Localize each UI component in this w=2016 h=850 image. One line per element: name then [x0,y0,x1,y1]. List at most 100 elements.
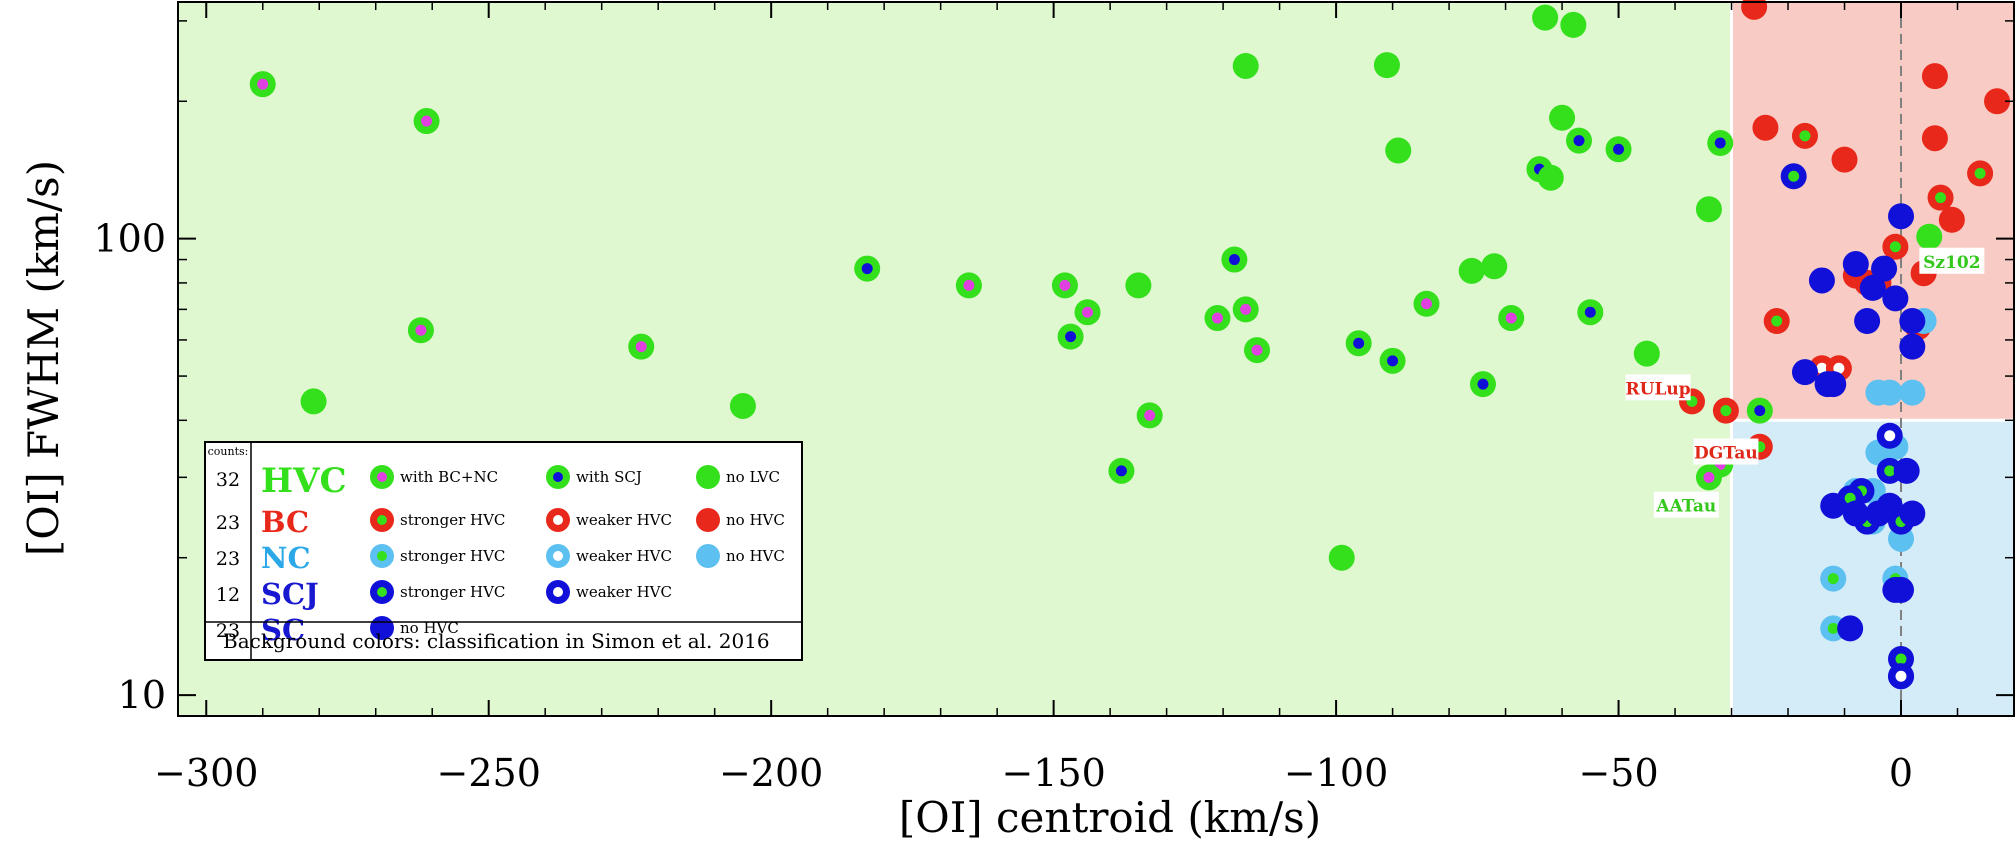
point-sc-no-hvc [1854,308,1881,335]
point-core [1895,670,1907,682]
point-core [421,115,433,127]
point-hvc-no-lvc [1385,137,1412,164]
annotation-rulup: RULup [1625,374,1691,401]
point-sc-no-hvc [1899,333,1926,360]
x-axis-label: [OI] centroid (km/s) [899,793,1321,842]
point-hvc-no-lvc [729,392,756,419]
point-core [963,279,975,291]
point-core [1584,306,1596,318]
point-bc-no-hvc [1984,88,2011,115]
point-core [1505,312,1517,324]
legend-entry: weaker HVC [546,508,672,532]
legend-marker [696,544,720,568]
point-sc-no-hvc [1876,492,1903,519]
legend-count: 32 [216,469,240,491]
legend-marker-core [553,472,563,482]
legend-count: 23 [216,512,240,534]
point-bc-no-hvc [1921,63,1948,90]
point-core [1211,312,1223,324]
legend-marker-core [377,551,387,561]
point-bc-no-hvc [1921,125,1948,152]
point-core [1240,303,1252,315]
point-hvc-no-lvc [300,388,327,415]
legend-entry-label: weaker HVC [576,547,672,565]
y-axis-label: [OI] FWHM (km/s) [19,160,68,556]
annotation-sz102: Sz102 [1919,247,1985,274]
point-core [1251,344,1263,356]
y-tick-label: 10 [118,673,166,717]
point-bc-no-hvc [1752,114,1779,141]
x-tick-label: 0 [1889,751,1913,795]
point-core [861,263,873,275]
legend-count: 23 [216,620,240,642]
point-core [1703,471,1715,483]
point-core [1387,355,1399,367]
point-core [1754,405,1766,417]
point-sc-no-hvc [1842,500,1869,527]
y-tick-label: 100 [93,217,166,261]
point-sc-no-hvc [1859,274,1886,301]
point-nc-no-hvc [1876,379,1903,406]
point-core [1082,306,1094,318]
point-hvc-no-lvc [1458,257,1485,284]
point-core [257,78,269,90]
point-core [1144,409,1156,421]
point-core [1799,130,1811,142]
legend-count: 23 [216,548,240,570]
legend-entry: no HVC [696,544,785,568]
point-core [1884,465,1896,477]
x-tick-label: −200 [719,751,823,795]
point-hvc-no-lvc [1328,544,1355,571]
plot-frame [177,1,2015,717]
legend-entry-label: no HVC [726,547,785,565]
point-hvc-no-lvc [1695,196,1722,223]
point-core [1827,622,1839,634]
series-sc-no-hvc [1791,203,1926,642]
point-core [1714,137,1726,149]
point-core [1115,465,1127,477]
point-core [415,324,427,336]
point-sc-no-hvc [1899,500,1926,527]
annotation-dgtau: DGTau [1693,438,1759,465]
legend-count: 12 [216,584,240,606]
annotation-box [1625,374,1691,401]
data-points [249,0,2011,690]
legend-marker-core [377,472,387,482]
axes: −300 −250 −200 −150 −100 −50 0 10 100 [93,2,2015,795]
point-core [1720,405,1732,417]
point-hvc-no-lvc [1125,272,1152,299]
legend-entry-label: stronger HVC [400,511,505,529]
legend-marker-core [553,587,563,597]
point-sc-no-hvc [1871,255,1898,282]
point-sc-no-hvc [1842,251,1869,278]
point-bc-no-hvc [1938,206,1965,233]
legend-entry-label: stronger HVC [400,547,505,565]
series-scj-weaker-hvc [1876,422,1915,690]
legend-entry: stronger HVC [370,508,505,532]
legend-entry: with BC+NC [370,465,498,489]
x-tick-label: −300 [154,751,258,795]
annotation-label: DGTau [1694,444,1758,464]
legend-entry-label: no HVC [726,511,785,529]
legend-marker [696,465,720,489]
point-core [1889,241,1901,253]
point-core [1827,573,1839,585]
point-hvc-no-lvc [1560,11,1587,38]
point-hvc-no-lvc [1373,52,1400,79]
region-bc [1731,2,2014,421]
legend-entry-label: weaker HVC [576,511,672,529]
legend-marker-core [377,587,387,597]
annotation-label: Sz102 [1923,253,1980,273]
point-core [1573,135,1585,147]
annotation-box [1653,491,1719,518]
legend-marker-core [553,515,563,525]
legend-entry-label: with BC+NC [400,468,498,486]
legend-category-hvc: HVC [261,461,347,501]
point-nc-no-hvc [1899,379,1926,406]
legend-entry: stronger HVC [370,580,505,604]
legend-footer: Background colors: classification in Sim… [223,629,770,653]
point-sc-no-hvc [1837,615,1864,642]
point-core [1059,279,1071,291]
legend-marker [696,508,720,532]
